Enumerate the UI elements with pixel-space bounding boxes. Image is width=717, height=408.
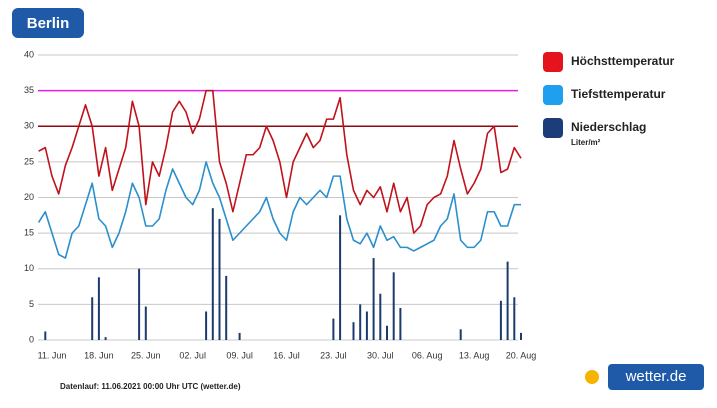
x-tick-label: 09. Jul	[226, 350, 253, 360]
precip-bar	[513, 297, 516, 340]
precip-bar	[138, 268, 141, 340]
precip-bar	[459, 329, 462, 340]
precip-bar	[97, 277, 100, 340]
precip-bar	[386, 325, 388, 340]
legend-label: Niederschlag	[571, 120, 646, 134]
precip-bar	[520, 332, 522, 340]
precip-bar	[359, 304, 362, 340]
precip-bar	[506, 261, 509, 340]
y-tick-label: 0	[29, 334, 34, 344]
y-tick-label: 20	[24, 192, 34, 202]
legend-label: Tiefsttemperatur	[571, 87, 666, 101]
precip-bar	[218, 218, 221, 340]
precip-bar	[225, 275, 228, 340]
x-tick-label: 20. Aug	[506, 350, 537, 360]
precip-bar	[238, 332, 241, 340]
legend-swatch	[543, 85, 563, 105]
precip-bar	[104, 337, 107, 340]
footnote: Datenlauf: 11.06.2021 00:00 Uhr UTC (wet…	[60, 382, 241, 391]
precip-bar	[392, 272, 395, 340]
precip-bar	[352, 322, 355, 340]
y-tick-label: 30	[24, 121, 34, 131]
precip-bar	[372, 258, 375, 340]
legend-swatch	[543, 118, 563, 138]
temp-line	[37, 161, 521, 259]
logo-sun	[585, 370, 599, 384]
x-tick-label: 23. Jul	[320, 350, 347, 360]
logo: wetter.de	[585, 364, 704, 390]
x-tick-label: 18. Jun	[84, 350, 114, 360]
y-tick-label: 15	[24, 228, 34, 238]
precip-bar	[499, 300, 502, 340]
precip-bar	[399, 307, 402, 340]
x-tick-label: 06. Aug	[412, 350, 443, 360]
chart-title: Berlin	[27, 15, 70, 32]
temp-line	[38, 89, 522, 234]
precip-bar	[339, 215, 342, 340]
legend-swatch	[543, 52, 563, 72]
x-tick-label: 25. Jun	[131, 350, 161, 360]
title-badge	[12, 8, 84, 38]
x-tick-label: 16. Jul	[273, 350, 300, 360]
y-tick-label: 35	[24, 85, 34, 95]
precip-bar	[44, 331, 47, 340]
precip-bar	[91, 297, 94, 340]
legend-label: Höchsttemperatur	[571, 54, 675, 68]
y-tick-label: 10	[24, 263, 34, 273]
precip-bar	[144, 306, 147, 340]
precip-bar	[211, 208, 214, 340]
x-tick-label: 11. Jun	[38, 350, 67, 360]
logo-text: wetter.de	[625, 368, 687, 385]
y-tick-label: 40	[24, 49, 34, 59]
precip-bar	[379, 293, 382, 340]
x-tick-label: 30. Jul	[367, 350, 394, 360]
logo-box	[608, 364, 704, 390]
x-tick-label: 13. Aug	[459, 350, 490, 360]
precip-bar	[365, 311, 368, 340]
y-tick-label: 5	[29, 299, 34, 309]
x-tick-label: 02. Jul	[179, 350, 206, 360]
precip-bar	[332, 318, 335, 340]
precip-bar	[205, 311, 208, 340]
legend-unit: Liter/m²	[571, 138, 601, 147]
y-tick-label: 25	[24, 156, 34, 166]
